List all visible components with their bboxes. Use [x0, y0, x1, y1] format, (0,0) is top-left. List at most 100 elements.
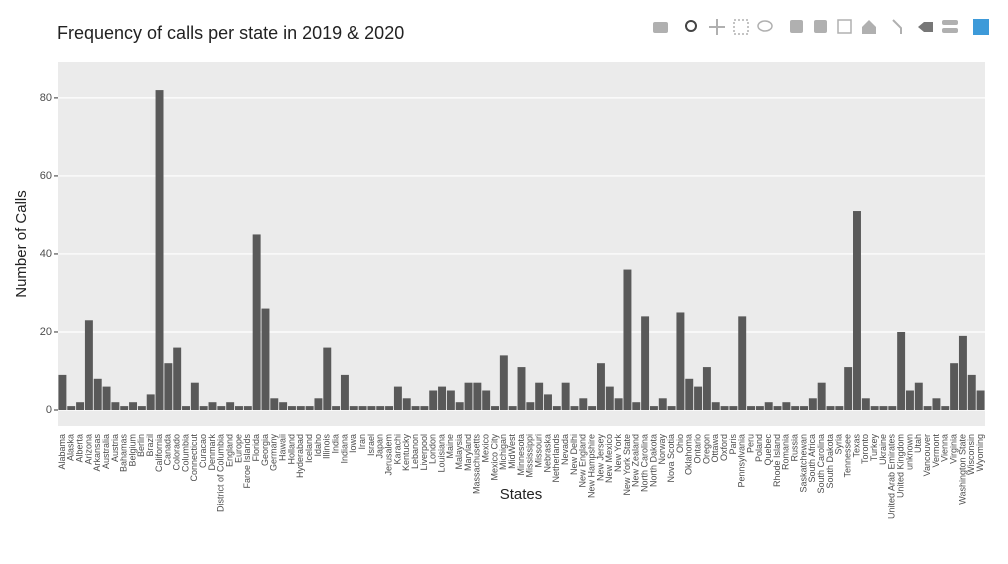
x-tick-label: Vermont [931, 434, 941, 468]
x-tick-label: Canada [163, 434, 173, 466]
bar [729, 406, 738, 411]
hover-compare-icon[interactable] [942, 28, 958, 33]
y-tick-label: 0 [46, 404, 52, 416]
x-tick-label: Iowa [348, 434, 358, 453]
bar [596, 363, 605, 411]
pan-icon[interactable] [709, 19, 725, 35]
x-tick-label: Oxford [719, 434, 729, 461]
bar [641, 316, 650, 411]
x-tick-label: Pennsylvania [737, 434, 747, 488]
bar [58, 374, 67, 411]
x-tick-label: Tennessee [843, 434, 853, 478]
box-select-icon[interactable] [733, 19, 749, 35]
x-tick-label: North Dakota [648, 434, 658, 487]
bar [102, 386, 111, 411]
bar [976, 390, 985, 411]
bar [658, 398, 667, 411]
x-tick-label: Saskatchewan [798, 434, 808, 493]
hover-compare-icon[interactable] [942, 20, 958, 25]
bar [217, 406, 226, 411]
x-tick-label: Alabama [57, 434, 67, 470]
reset-icon[interactable] [862, 20, 876, 34]
x-tick-label: Alaska [66, 434, 76, 461]
bar [287, 406, 296, 411]
x-tick-label: Liverpool [419, 434, 429, 471]
x-tick-label: Nebraska [542, 434, 552, 473]
x-tick-label: Rhode Island [772, 434, 782, 487]
bar [455, 402, 464, 411]
x-tick-label: Turkey [869, 434, 879, 462]
x-tick-label: New York State [622, 434, 632, 496]
bar [111, 402, 120, 411]
bar [649, 406, 658, 411]
plotly-logo[interactable] [973, 19, 989, 35]
x-tick-label: Peru [745, 434, 755, 453]
zoom-icon[interactable] [685, 20, 697, 32]
hover-closest-icon[interactable] [918, 22, 933, 32]
x-tick-label: Russia [790, 434, 800, 462]
x-tick-label: Berlin [136, 434, 146, 457]
x-tick-label: Denmark [207, 434, 217, 471]
x-tick-label: Toronto [860, 434, 870, 464]
x-tick-label: Lebanon [410, 434, 420, 469]
bar [376, 406, 385, 411]
x-tick-label: Israel [366, 434, 376, 456]
x-tick-label: India [330, 434, 340, 454]
bar [544, 394, 552, 411]
bar [226, 402, 235, 411]
bar [367, 406, 376, 411]
x-tick-label: Paris [728, 434, 738, 455]
camera-icon[interactable] [653, 22, 668, 33]
x-tick-label: New Mexico [604, 434, 614, 483]
bar [923, 406, 932, 411]
x-tick-label: Mexico City [489, 434, 499, 481]
x-tick-label: Louisiana [436, 434, 446, 473]
bar [482, 390, 491, 411]
bar [464, 382, 473, 411]
bar [402, 398, 411, 411]
bar [782, 402, 791, 411]
x-tick-label: Mississippi [525, 434, 535, 478]
x-tick-label: Belgium [127, 434, 137, 467]
x-tick-label: Japan [375, 434, 385, 459]
x-tick-label: Jerusalem [383, 434, 393, 476]
chart-title: Frequency of calls per state in 2019 & 2… [57, 23, 404, 43]
bar [76, 402, 85, 411]
y-tick-label: 40 [40, 248, 52, 260]
bar [199, 406, 208, 411]
x-tick-label: South Dakota [825, 434, 835, 489]
x-tick-label: California [154, 434, 164, 472]
bar [164, 363, 173, 411]
x-tick-label: MidWest [507, 434, 517, 469]
lasso-icon[interactable] [757, 20, 773, 32]
x-tick-label: Ukraine [878, 434, 888, 465]
x-tick-label: Virginia [948, 434, 958, 464]
x-tick-label: Connecticut [189, 434, 199, 482]
bar [676, 312, 685, 411]
x-tick-label: Oklahoma [684, 434, 694, 475]
spike-icon[interactable] [892, 19, 902, 34]
bar [235, 406, 243, 411]
x-tick-label: Colorado [172, 434, 182, 471]
x-tick-label: Iceland [304, 434, 314, 463]
bar [632, 402, 641, 411]
bar [155, 90, 164, 411]
x-tick-label: Bahamas [119, 434, 129, 473]
x-tick-label: New Jersey [595, 434, 605, 482]
x-tick-label: Washington State [957, 434, 967, 505]
bar [323, 347, 332, 411]
autoscale-icon[interactable] [837, 19, 852, 34]
bar [694, 386, 703, 411]
bar [702, 367, 711, 411]
bar [791, 406, 800, 411]
x-tick-label: New York [613, 434, 623, 473]
x-tick-label: Hyderabad [295, 434, 305, 478]
x-tick-label: District of Columbia [216, 434, 226, 512]
x-tick-label: Norway [657, 434, 667, 465]
modebar[interactable] [653, 19, 989, 35]
x-tick-label: Idaho [313, 434, 323, 457]
zoom-out-icon[interactable] [814, 20, 827, 33]
bar [84, 320, 93, 411]
x-tick-label: England [225, 434, 235, 467]
zoom-in-icon[interactable] [790, 20, 803, 33]
